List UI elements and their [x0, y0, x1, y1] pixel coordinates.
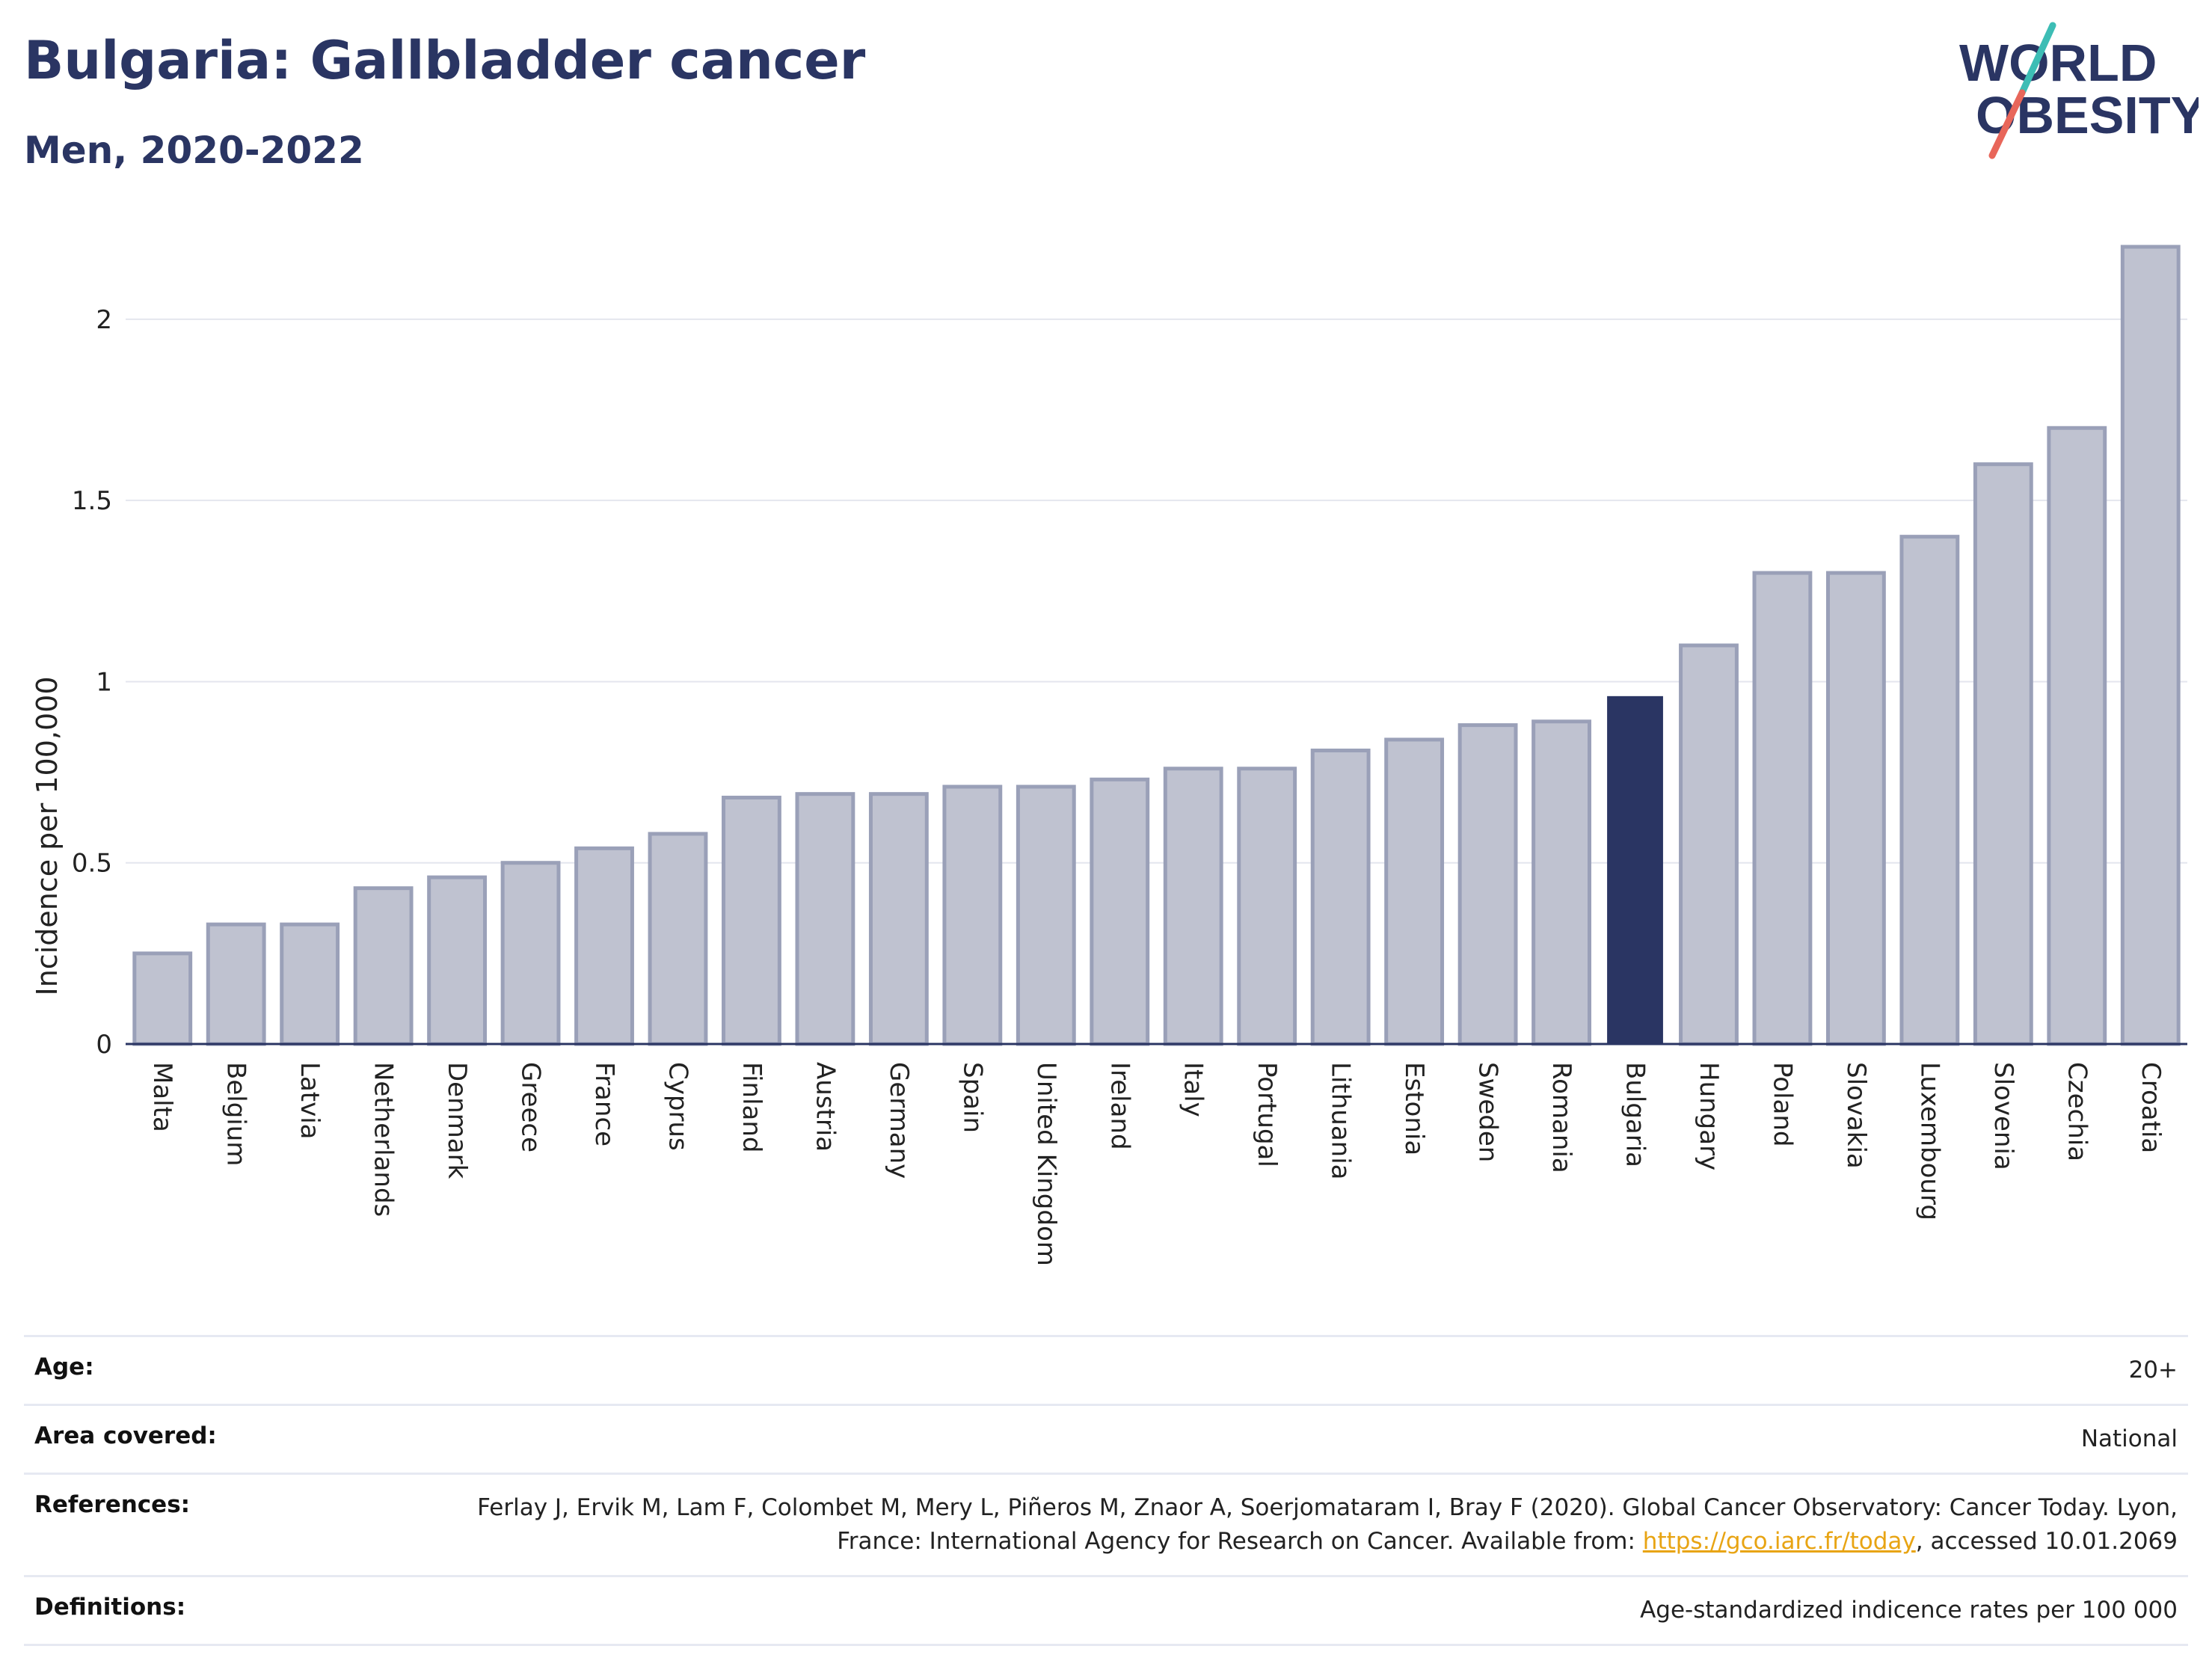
- bar-croatia: [2120, 245, 2181, 1046]
- x-tick-label: Hungary: [1694, 1062, 1724, 1170]
- logo-word-world: WORLD: [1959, 34, 2157, 92]
- bar-poland: [1752, 571, 1813, 1046]
- y-tick-label: 2: [96, 305, 112, 335]
- y-axis-label: Incidence per 100,000: [31, 676, 64, 995]
- bar-malta: [132, 951, 193, 1046]
- definitions-label: Definitions:: [34, 1593, 186, 1621]
- age-value: 20+: [2128, 1357, 2178, 1384]
- x-tick-label: Cyprus: [663, 1062, 692, 1151]
- x-tick-label: Austria: [810, 1062, 840, 1152]
- age-label: Age:: [34, 1354, 94, 1381]
- x-tick-label: France: [589, 1062, 619, 1146]
- bar-germany: [868, 792, 929, 1046]
- bar-latvia: [280, 922, 340, 1046]
- definitions-value: Age-standardized indicence rates per 100…: [1640, 1596, 2178, 1624]
- bar-estonia: [1384, 737, 1445, 1046]
- x-tick-label: Czechia: [2062, 1062, 2092, 1161]
- x-tick-label: Slovenia: [1988, 1062, 2018, 1170]
- bar-greece: [500, 861, 561, 1046]
- x-tick-label: Croatia: [2136, 1062, 2166, 1153]
- bar-denmark: [427, 875, 488, 1046]
- x-tick-label: Bulgaria: [1620, 1062, 1650, 1167]
- bar-ireland: [1090, 777, 1150, 1046]
- x-tick-label: Latvia: [295, 1062, 325, 1140]
- bar-france: [574, 846, 634, 1046]
- bar-hungary: [1679, 643, 1739, 1046]
- x-tick-label: Netherlands: [369, 1062, 399, 1217]
- x-tick-label: Italy: [1179, 1062, 1208, 1117]
- area-label: Area covered:: [34, 1422, 217, 1449]
- x-tick-label: Spain: [957, 1062, 987, 1133]
- meta-row-area: Area covered: National: [24, 1403, 2188, 1473]
- meta-row-references: References: Ferlay J, Ervik M, Lam F, Co…: [24, 1472, 2188, 1575]
- x-tick-label: Estonia: [1399, 1062, 1429, 1155]
- x-tick-label: Finland: [737, 1062, 766, 1153]
- x-tick-label: Luxembourg: [1914, 1062, 1944, 1220]
- bar-belgium: [206, 922, 266, 1046]
- references-accessed: , accessed 10.01.2069: [1915, 1527, 2178, 1555]
- chart-subtitle: Men, 2020-2022: [24, 129, 364, 172]
- bar-chart: 0 0.5 1 1.5 2 Incidence per 100,000 Malta Belgi…: [31, 245, 2187, 1266]
- meta-row-age: Age: 20+: [24, 1335, 2188, 1404]
- bar-netherlands: [353, 886, 414, 1046]
- bar-sweden: [1457, 723, 1518, 1046]
- references-link[interactable]: https://gco.iarc.fr/today: [1642, 1527, 1916, 1555]
- references-label: References:: [34, 1490, 191, 1518]
- bar-finland: [722, 796, 781, 1046]
- x-tick-label: Poland: [1767, 1062, 1797, 1147]
- x-tick-label: United Kingdom: [1031, 1062, 1061, 1266]
- logo-slash-red: [1988, 89, 2026, 159]
- chart-title: Bulgaria: Gallbladder cancer: [24, 30, 866, 91]
- y-tick-label: 1.5: [72, 486, 112, 516]
- x-tick-label: Slovakia: [1841, 1062, 1871, 1169]
- bar-luxembourg: [1899, 535, 1960, 1046]
- x-tick-label: Malta: [147, 1062, 177, 1132]
- x-tick-label: Sweden: [1473, 1062, 1503, 1162]
- area-value: National: [2080, 1425, 2178, 1452]
- x-tick-label: Ireland: [1105, 1062, 1134, 1150]
- bar-austria: [795, 792, 855, 1046]
- bar-romania: [1531, 719, 1591, 1046]
- bar-portugal: [1237, 767, 1297, 1046]
- bar-italy: [1163, 767, 1223, 1046]
- x-tick-label: Belgium: [221, 1062, 251, 1166]
- x-tick-label: Germany: [884, 1062, 914, 1179]
- bar-united-kingdom: [1016, 784, 1076, 1046]
- references-text: Ferlay J, Ervik M, Lam F, Colombet M, Me…: [477, 1493, 2178, 1555]
- bar-bulgaria: [1607, 696, 1663, 1044]
- world-obesity-logo: WORLD OBESITY: [1959, 22, 2199, 159]
- bar-slovenia: [1973, 462, 2033, 1046]
- x-tick-label: Denmark: [442, 1062, 472, 1179]
- x-tick-label: Portugal: [1252, 1062, 1282, 1167]
- y-tick-label: 1: [96, 667, 112, 697]
- y-tick-label: 0: [96, 1030, 112, 1060]
- references-value: Ferlay J, Ervik M, Lam F, Colombet M, Me…: [458, 1491, 2178, 1559]
- bar-lithuania: [1310, 749, 1371, 1046]
- bar-spain: [942, 784, 1003, 1046]
- bar-czechia: [2047, 426, 2107, 1046]
- metadata-table: Age: 20+ Area covered: National Referenc…: [24, 1335, 2188, 1646]
- y-tick-label: 0.5: [72, 849, 112, 879]
- logo-slash-teal: [2018, 22, 2056, 96]
- meta-row-definitions: Definitions: Age-standardized indicence …: [24, 1574, 2188, 1646]
- bar-cyprus: [648, 832, 708, 1046]
- x-tick-label: Romania: [1546, 1062, 1576, 1173]
- x-tick-label: Lithuania: [1326, 1062, 1356, 1179]
- bar-slovakia: [1825, 571, 1886, 1046]
- x-tick-label: Greece: [516, 1062, 546, 1152]
